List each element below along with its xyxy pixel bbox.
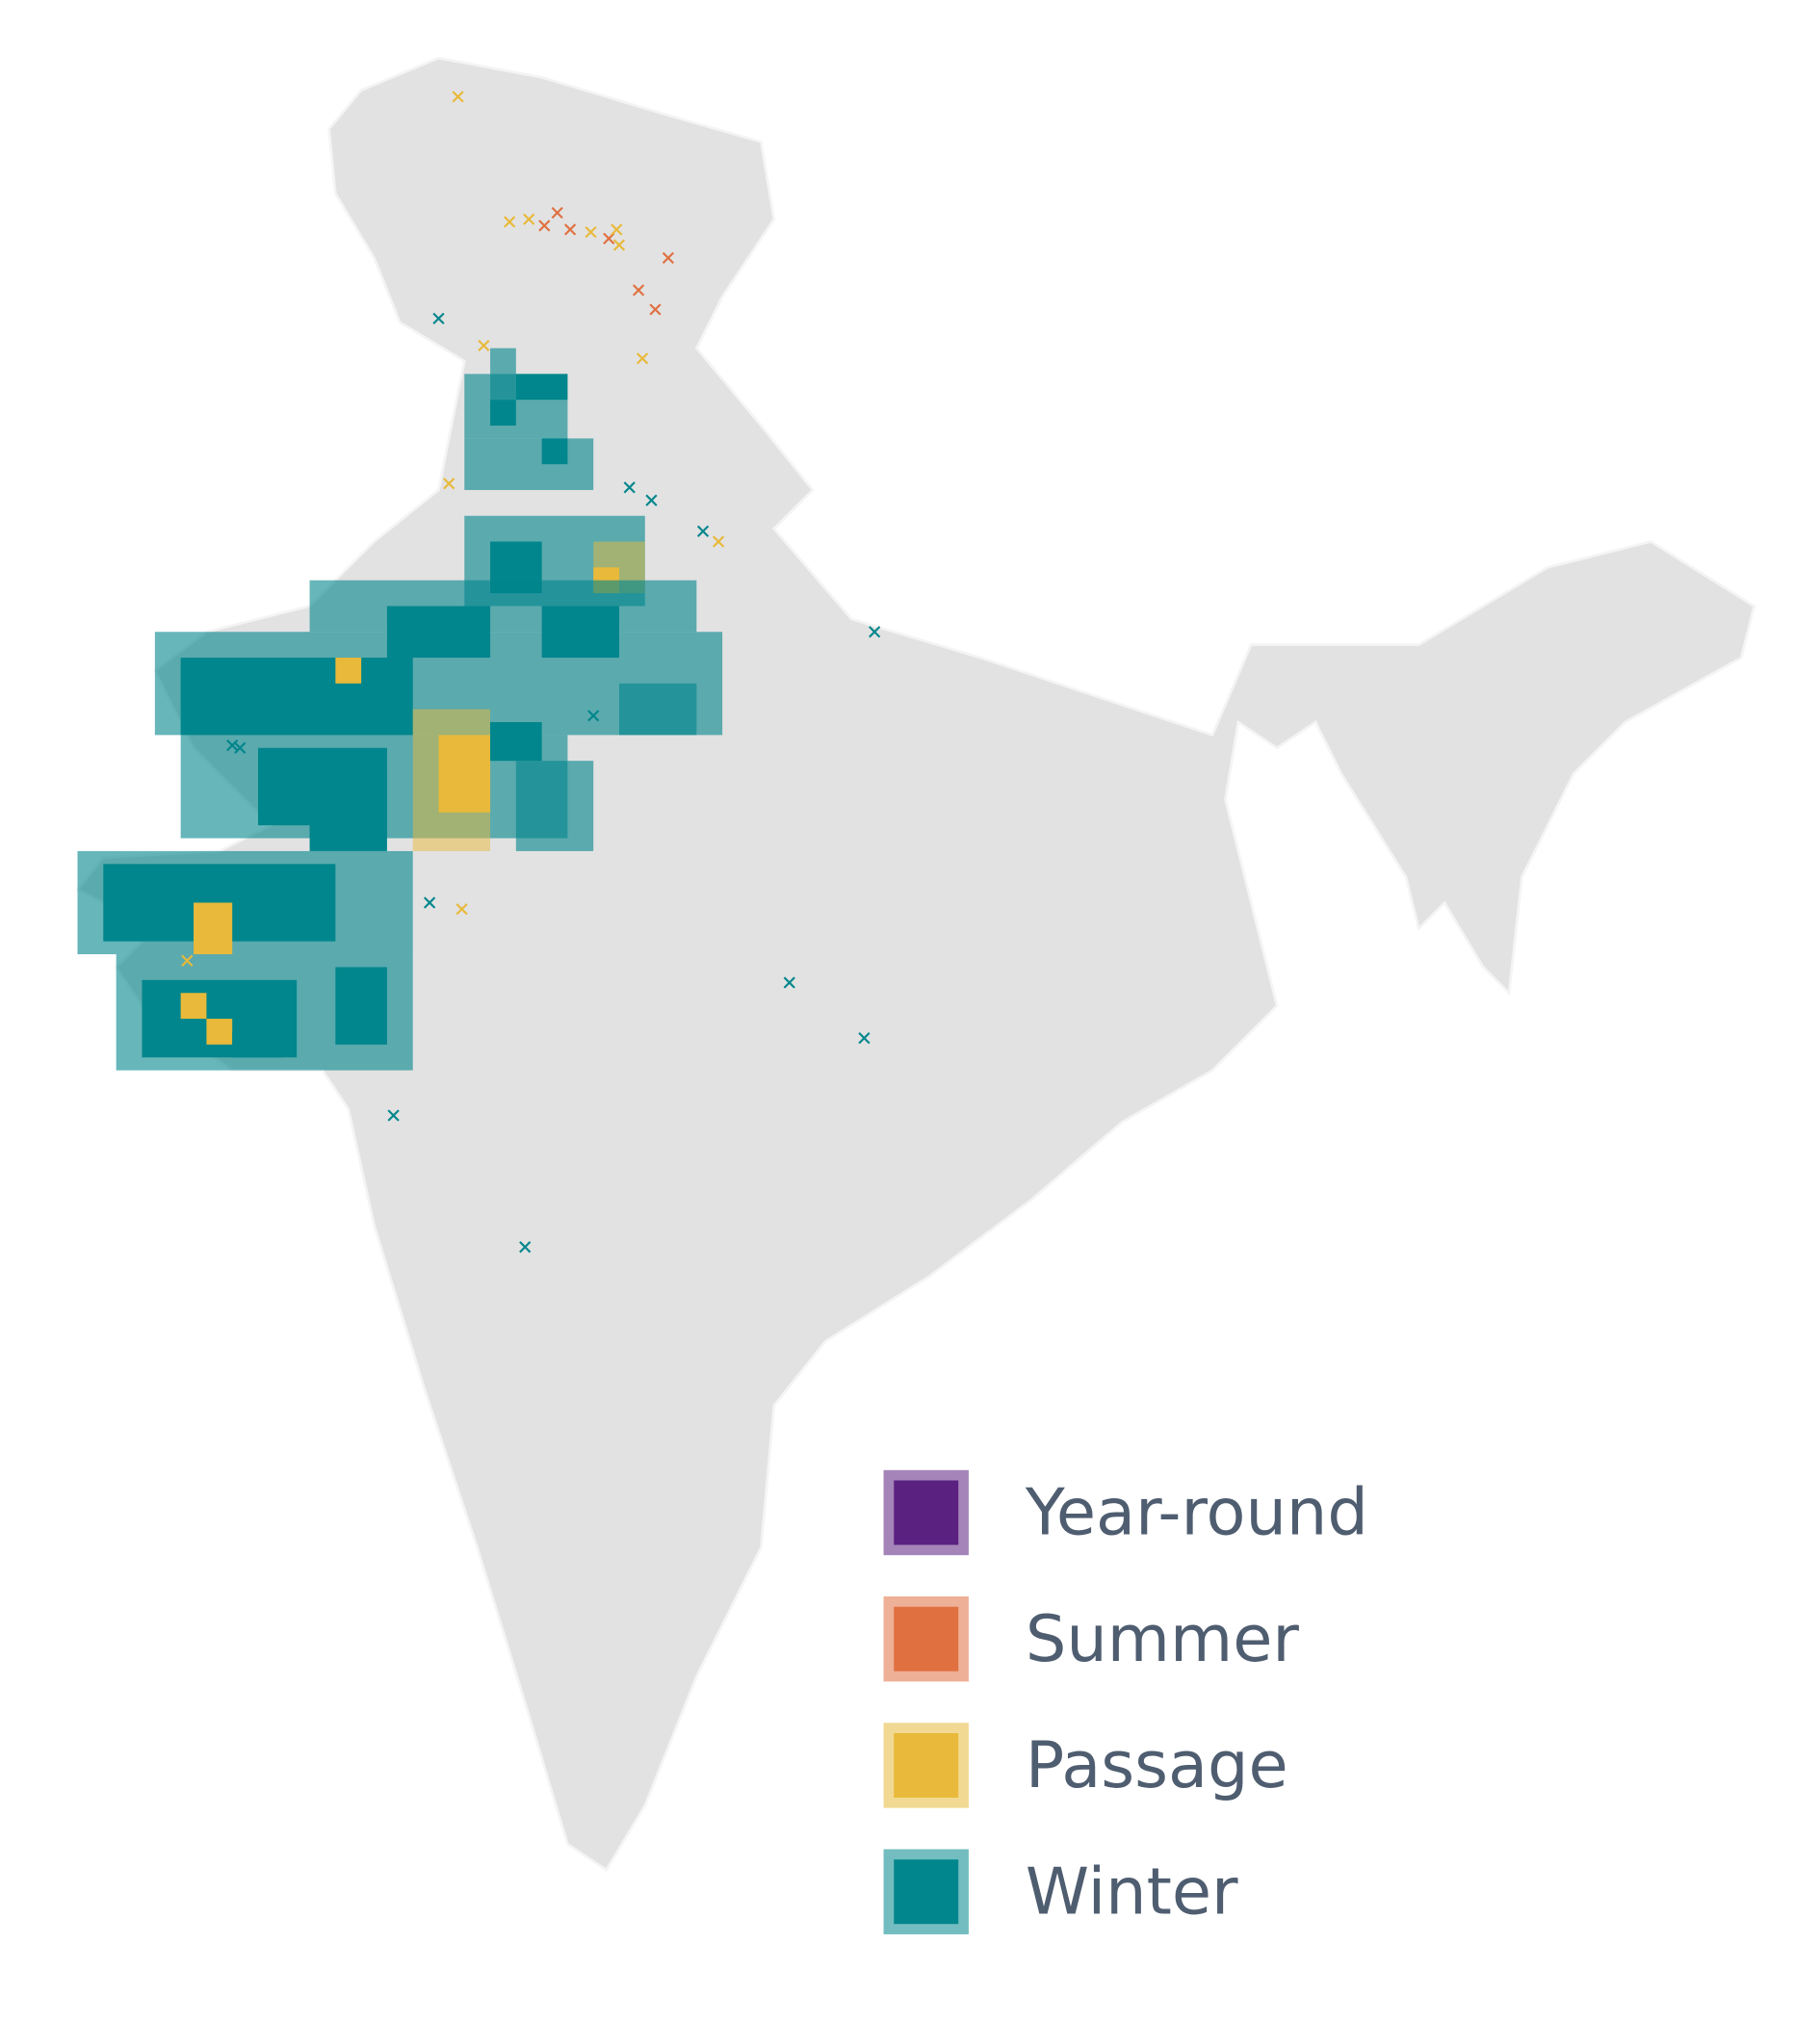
record-cross <box>226 739 239 752</box>
range-cell <box>541 606 619 659</box>
range-cell <box>515 374 568 401</box>
cross-stroke <box>858 1032 871 1045</box>
range-cell <box>180 993 207 1020</box>
range-cell <box>194 902 233 955</box>
cross-stroke <box>713 535 725 548</box>
range-cell <box>464 438 594 490</box>
record-cross <box>443 478 455 490</box>
record-cross <box>713 535 725 548</box>
legend-label: Winter <box>1026 1854 1238 1929</box>
legend-label: Passage <box>1026 1727 1288 1802</box>
record-cross <box>623 481 636 494</box>
record-cross <box>636 352 649 365</box>
cross-stroke <box>455 903 468 916</box>
cross-stroke <box>504 216 516 228</box>
record-cross <box>478 339 490 352</box>
record-cross <box>452 91 464 103</box>
cross-stroke <box>612 239 626 251</box>
cross-stroke <box>432 312 445 324</box>
record-cross <box>869 626 881 638</box>
range-cell <box>335 658 362 684</box>
range-cell <box>490 400 516 426</box>
range-cell <box>335 967 387 1045</box>
legend-swatch <box>894 1733 959 1798</box>
record-cross <box>649 303 662 316</box>
cross-stroke <box>563 223 577 236</box>
range-cell <box>232 1031 284 1058</box>
record-cross <box>538 220 551 232</box>
record-cross <box>612 239 626 251</box>
record-cross <box>783 976 795 989</box>
range-cell <box>515 761 594 851</box>
record-cross <box>611 223 623 236</box>
record-cross <box>519 1240 532 1254</box>
record-cross <box>551 206 563 220</box>
record-cross <box>523 213 535 225</box>
cross-stroke <box>523 213 535 225</box>
cross-stroke <box>636 352 649 365</box>
record-cross <box>587 710 600 722</box>
cross-stroke <box>585 225 597 239</box>
cross-stroke <box>519 1240 532 1254</box>
cross-stroke <box>181 954 194 967</box>
legend-label: Year-round <box>1025 1475 1368 1550</box>
record-cross <box>645 494 658 506</box>
cross-stroke <box>783 976 795 989</box>
record-cross <box>662 251 674 264</box>
cross-stroke <box>478 339 490 352</box>
cross-stroke <box>632 284 645 297</box>
range-cell <box>309 773 387 851</box>
record-cross <box>504 216 516 228</box>
legend: Year-round Summer Passage Winter <box>883 1469 1368 1934</box>
cross-stroke <box>869 626 881 638</box>
record-cross <box>696 525 710 537</box>
cross-stroke <box>538 220 551 232</box>
legend-swatch <box>894 1859 959 1925</box>
range-cells <box>77 348 723 1071</box>
range-cell <box>618 683 697 736</box>
cross-stroke <box>387 1109 400 1122</box>
cross-stroke <box>611 223 623 236</box>
record-cross <box>234 741 247 754</box>
range-cell <box>541 438 568 465</box>
range-cell <box>309 580 697 633</box>
range-cell <box>386 606 491 659</box>
legend-swatch <box>894 1606 959 1672</box>
cross-stroke <box>645 494 658 506</box>
cross-stroke <box>587 710 600 722</box>
cross-stroke <box>452 91 464 103</box>
range-cell <box>490 722 542 762</box>
record-cross <box>455 903 468 916</box>
cross-stroke <box>662 251 674 264</box>
record-cross <box>432 312 445 324</box>
record-cross <box>387 1109 400 1122</box>
legend-label: Summer <box>1026 1601 1300 1676</box>
cross-stroke <box>443 478 455 490</box>
record-cross <box>585 225 597 239</box>
cross-stroke <box>424 896 436 909</box>
record-cross <box>181 954 194 967</box>
cross-stroke <box>696 525 710 537</box>
record-cross <box>424 896 436 909</box>
record-cross <box>563 223 577 236</box>
record-cross <box>632 284 645 297</box>
range-cell <box>206 1019 233 1045</box>
cross-stroke <box>623 481 636 494</box>
cross-stroke <box>649 303 662 316</box>
record-cross <box>858 1032 871 1045</box>
cross-stroke <box>551 206 563 220</box>
range-cell <box>438 735 491 813</box>
cross-stroke <box>234 741 247 754</box>
range-cell <box>180 658 413 736</box>
legend-swatch <box>894 1480 959 1545</box>
cross-stroke <box>226 739 239 752</box>
record-marks <box>181 91 881 1254</box>
